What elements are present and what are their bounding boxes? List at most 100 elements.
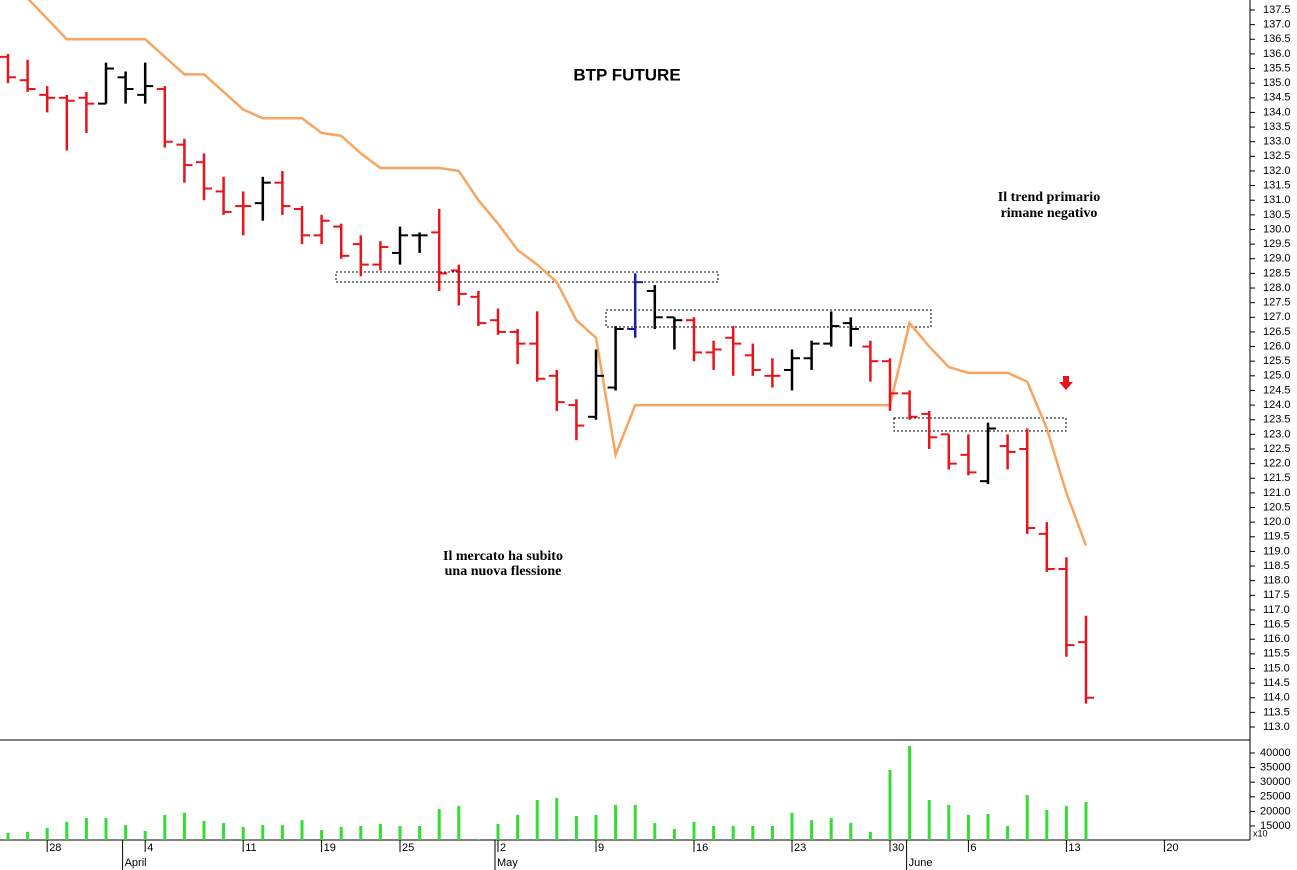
y-tick-label: 116.0: [1263, 633, 1290, 645]
volume-bar: [300, 820, 304, 840]
y-tick-label: 126.5: [1263, 326, 1291, 338]
volume-bar: [692, 821, 696, 840]
volume-bar: [731, 825, 735, 840]
y-tick-label: 121.5: [1263, 472, 1291, 484]
volume-bar: [535, 799, 539, 840]
y-tick-label: 134.5: [1263, 92, 1291, 104]
volume-bar: [868, 831, 872, 840]
volume-bar: [516, 814, 520, 840]
y-tick-label: 137.5: [1263, 4, 1291, 16]
y-tick-label: 129.0: [1263, 253, 1291, 265]
volume-bar: [1084, 802, 1088, 840]
boxes: [335, 271, 1067, 432]
x-tick-label: 28: [49, 842, 61, 854]
volume-bar: [65, 821, 69, 840]
y-tick-label: 132.0: [1263, 165, 1291, 177]
y-tick-label: 137.0: [1263, 19, 1291, 31]
volume-bar: [241, 826, 245, 840]
y-tick-label: 135.5: [1263, 62, 1291, 74]
volume-tick-label: 40000: [1260, 747, 1291, 759]
y-tick-label: 133.0: [1263, 136, 1291, 148]
volume-bar: [339, 826, 343, 840]
volume-bar: [163, 814, 167, 840]
volume-bar: [574, 816, 578, 840]
volume-bar: [84, 818, 88, 840]
volume-bar: [653, 823, 657, 840]
trend-line: [27, 0, 1088, 546]
volume-bar: [45, 828, 49, 840]
y-tick-label: 131.0: [1263, 194, 1291, 206]
volume-bar: [770, 825, 774, 840]
volume-bar: [555, 797, 559, 840]
y-tick-label: 114.5: [1263, 677, 1290, 689]
y-tick-label: 124.5: [1263, 384, 1291, 396]
y-tick-label: 136.5: [1263, 33, 1291, 45]
volume-bar: [1006, 825, 1010, 840]
volume-bar: [437, 809, 441, 840]
y-tick-label: 127.0: [1263, 311, 1291, 323]
y-tick-label: 116.5: [1263, 618, 1290, 630]
volume-bar: [633, 804, 637, 840]
x-tick-label: 23: [794, 842, 806, 854]
y-tick-label: 119.0: [1263, 545, 1290, 557]
x-tick-label: 30: [892, 842, 904, 854]
volume-bar: [751, 825, 755, 840]
y-tick-label: 119.5: [1263, 531, 1290, 543]
volume-bar: [986, 814, 990, 840]
volume-bar: [202, 821, 206, 840]
y-tick-label: 113.5: [1263, 706, 1290, 718]
y-tick-label: 130.5: [1263, 209, 1291, 221]
volume-bar: [1064, 806, 1068, 840]
volume-bar: [26, 831, 30, 840]
down-arrow: [1059, 376, 1073, 390]
y-tick-label: 135.0: [1263, 77, 1291, 89]
volume-bar: [457, 806, 461, 840]
x-tick-label: 25: [402, 842, 414, 854]
volume-bar: [947, 804, 951, 840]
y-tick-label: 129.5: [1263, 238, 1291, 250]
volume-bar: [790, 812, 794, 840]
volume-bar: [1025, 795, 1029, 840]
y-tick-label: 114.0: [1263, 692, 1290, 704]
volume-bar: [712, 825, 716, 840]
volume-bar: [104, 818, 108, 840]
volume-bar: [888, 769, 892, 840]
y-tick-label: 120.5: [1263, 501, 1291, 513]
volume-bar: [378, 823, 382, 840]
y-tick-label: 123.5: [1263, 414, 1291, 426]
price-panel: [0, 0, 1094, 704]
x-tick-label: 11: [245, 842, 256, 854]
volume-bar: [476, 839, 480, 840]
resistance-box: [605, 309, 932, 328]
y-tick-label: 122.5: [1263, 443, 1291, 455]
y-tick-label: 128.0: [1263, 282, 1291, 294]
x-tick-label: 9: [598, 842, 604, 854]
volume-bar: [124, 825, 128, 840]
y-tick-label: 136.0: [1263, 48, 1291, 60]
volume-bar: [261, 825, 265, 840]
y-tick-label: 125.0: [1263, 370, 1291, 382]
volume-bar: [966, 814, 970, 840]
y-tick-label: 131.5: [1263, 179, 1291, 191]
volume-scale-note: x10: [1253, 828, 1268, 838]
y-tick-label: 125.5: [1263, 355, 1291, 367]
y-tick-label: 115.0: [1263, 662, 1290, 674]
volume-tick-label: 35000: [1260, 761, 1291, 773]
y-tick-label: 132.5: [1263, 150, 1291, 162]
x-tick-label: 4: [147, 842, 153, 854]
month-label: April: [125, 857, 147, 869]
y-tick-label: 128.5: [1263, 267, 1291, 279]
volume-bar: [908, 745, 912, 840]
y-tick-label: 118.0: [1263, 575, 1290, 587]
volume-tick-label: 15000: [1260, 820, 1291, 832]
x-tick-label: 13: [1068, 842, 1080, 854]
y-tick-label: 118.5: [1263, 560, 1290, 572]
y-tick-label: 130.0: [1263, 223, 1291, 235]
y-tick-label: 134.0: [1263, 106, 1291, 118]
y-tick-label: 133.5: [1263, 121, 1291, 133]
annotation: Il mercato ha subito: [443, 549, 563, 564]
volume-bar: [398, 825, 402, 840]
volume-bar: [849, 823, 853, 840]
y-tick-label: 113.0: [1263, 721, 1290, 733]
